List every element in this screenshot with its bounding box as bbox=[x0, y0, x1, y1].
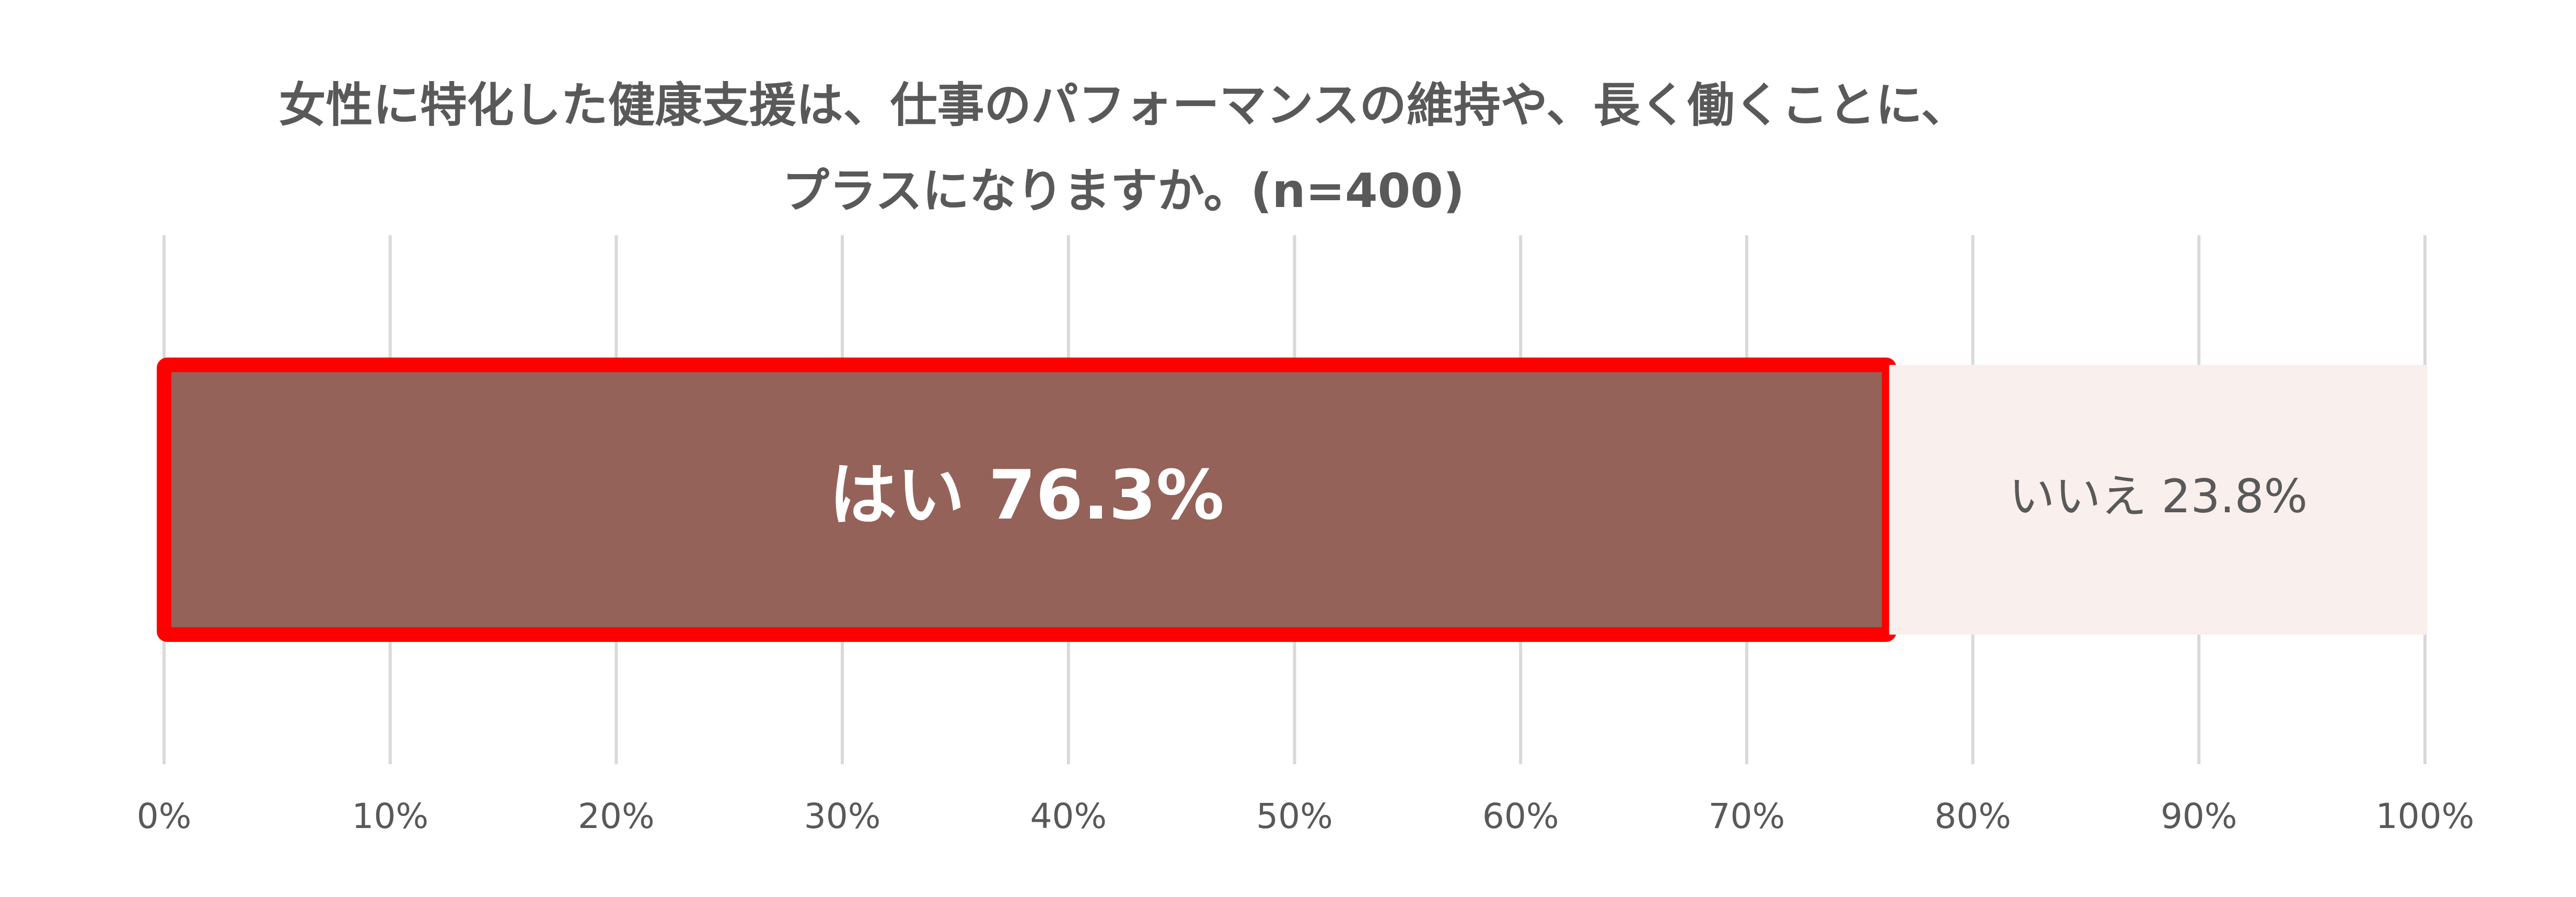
label-value: 23.8% bbox=[2162, 469, 2308, 523]
chart-title: 女性に特化した健康支援は、仕事のパフォーマンスの維持や、長く働くことに、 bbox=[279, 78, 1968, 133]
x-tick-label: 60% bbox=[1482, 796, 1559, 836]
x-tick-label: 100% bbox=[2376, 796, 2475, 836]
x-tick-label: 30% bbox=[804, 796, 881, 836]
x-tick-label: 50% bbox=[1256, 796, 1333, 836]
label-name: はい bbox=[829, 455, 965, 535]
data-label: いいえ 23.8% bbox=[2009, 469, 2308, 523]
bar bbox=[1889, 365, 2428, 635]
chart-title: プラスになりますか。(n=400) bbox=[782, 164, 1465, 218]
x-tick-label: 40% bbox=[1030, 796, 1107, 836]
x-tick-label: 0% bbox=[137, 796, 192, 836]
x-tick-label: 80% bbox=[1934, 796, 2011, 836]
label-value: 76.3% bbox=[989, 455, 1224, 535]
x-tick-label: 20% bbox=[578, 796, 655, 836]
x-tick-label: 90% bbox=[2161, 796, 2237, 836]
label-name: いいえ bbox=[2009, 469, 2147, 523]
x-tick-label: 70% bbox=[1709, 796, 1785, 836]
data-label: はい 76.3% bbox=[829, 455, 1224, 535]
x-tick-label: 10% bbox=[352, 796, 428, 836]
